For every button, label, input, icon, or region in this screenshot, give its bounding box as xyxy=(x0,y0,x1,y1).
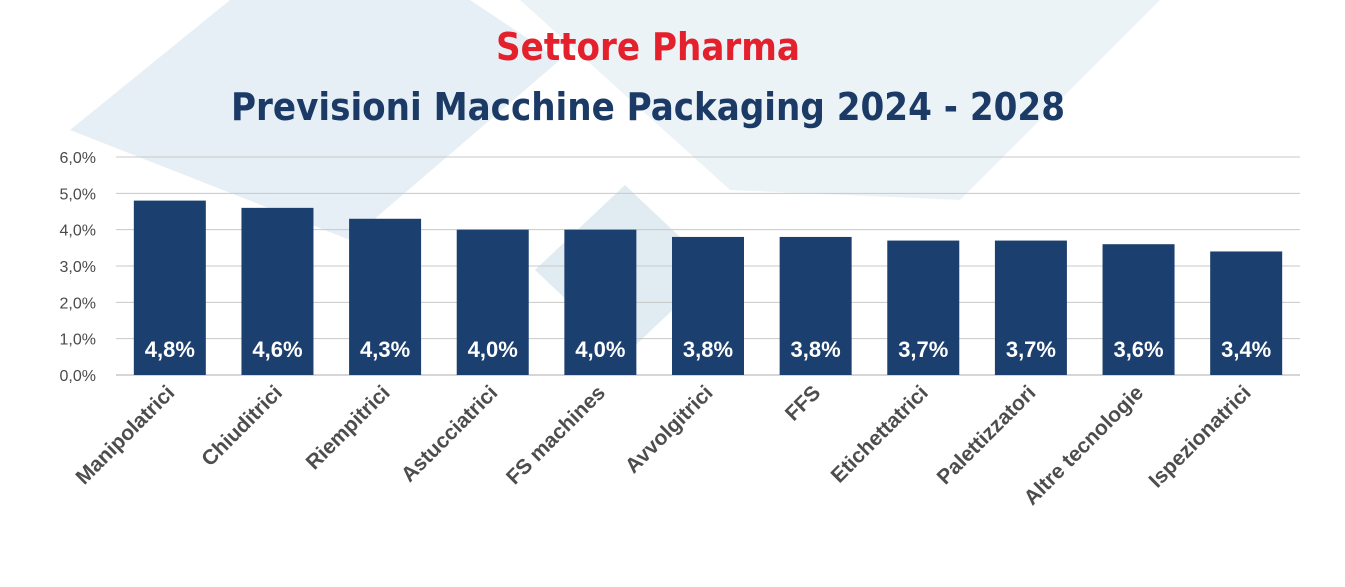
x-tick-label: Avvolgitrici xyxy=(621,381,718,478)
x-tick-label: Altre tecnologie xyxy=(1020,381,1148,509)
bar xyxy=(1210,251,1283,375)
data-label: 4,0% xyxy=(575,337,625,362)
data-label: 3,8% xyxy=(791,337,841,362)
y-tick-label: 6,0% xyxy=(60,150,96,167)
decor-diamond-right xyxy=(520,0,1160,200)
bar xyxy=(133,200,206,375)
chart-title: Settore Pharma xyxy=(496,25,800,69)
bar xyxy=(456,229,529,375)
x-tick-label: FFS xyxy=(781,381,825,425)
y-tick-label: 4,0% xyxy=(60,223,96,240)
x-tick-label: FS machines xyxy=(502,381,610,489)
y-tick-label: 1,0% xyxy=(60,332,96,349)
y-tick-label: 5,0% xyxy=(60,186,96,203)
data-label: 3,7% xyxy=(1006,337,1056,362)
bars xyxy=(133,200,1283,375)
chart-subtitle: Previsioni Macchine Packaging 2024 - 202… xyxy=(231,85,1065,129)
bar xyxy=(1102,244,1175,375)
bar xyxy=(349,218,422,375)
x-tick-label: Etichettatrici xyxy=(827,381,933,487)
data-labels: 4,8% 4,6% 4,3% 4,0% 4,0% 3,8% 3,8% 3,7% 3,7% 3,6%… xyxy=(145,337,1272,362)
y-tick-label: 0,0% xyxy=(60,368,96,385)
data-label: 4,0% xyxy=(468,337,518,362)
data-label: 3,7% xyxy=(898,337,948,362)
x-tick-label: Palettizzatori xyxy=(933,381,1041,489)
bar xyxy=(564,229,637,375)
x-tick-label: Riempitrici xyxy=(302,381,395,474)
decor-diamond-left xyxy=(70,0,560,240)
x-tick-label: Chiuditrici xyxy=(197,381,287,471)
y-axis: 0,0% 1,0% 2,0% 3,0% 4,0% 5,0% 6,0% xyxy=(60,150,96,385)
bar xyxy=(672,236,744,375)
x-tick-label: Ispezionatrici xyxy=(1145,381,1256,492)
bar xyxy=(241,207,314,375)
bar xyxy=(887,240,960,375)
data-label: 3,8% xyxy=(683,337,733,362)
bar xyxy=(779,236,852,375)
x-tick-label: Manipolatrici xyxy=(71,381,179,489)
data-label: 4,8% xyxy=(145,337,195,362)
y-tick-label: 3,0% xyxy=(60,259,96,276)
data-label: 4,3% xyxy=(360,337,410,362)
data-label: 3,6% xyxy=(1113,337,1163,362)
x-axis: Manipolatrici Chiuditrici Riempitrici Astuc… xyxy=(71,381,1255,509)
x-tick-label: Astucciatrici xyxy=(397,381,502,486)
data-label: 4,6% xyxy=(252,337,302,362)
y-tick-label: 2,0% xyxy=(60,295,96,312)
bar xyxy=(994,240,1067,375)
data-label: 3,4% xyxy=(1221,337,1271,362)
